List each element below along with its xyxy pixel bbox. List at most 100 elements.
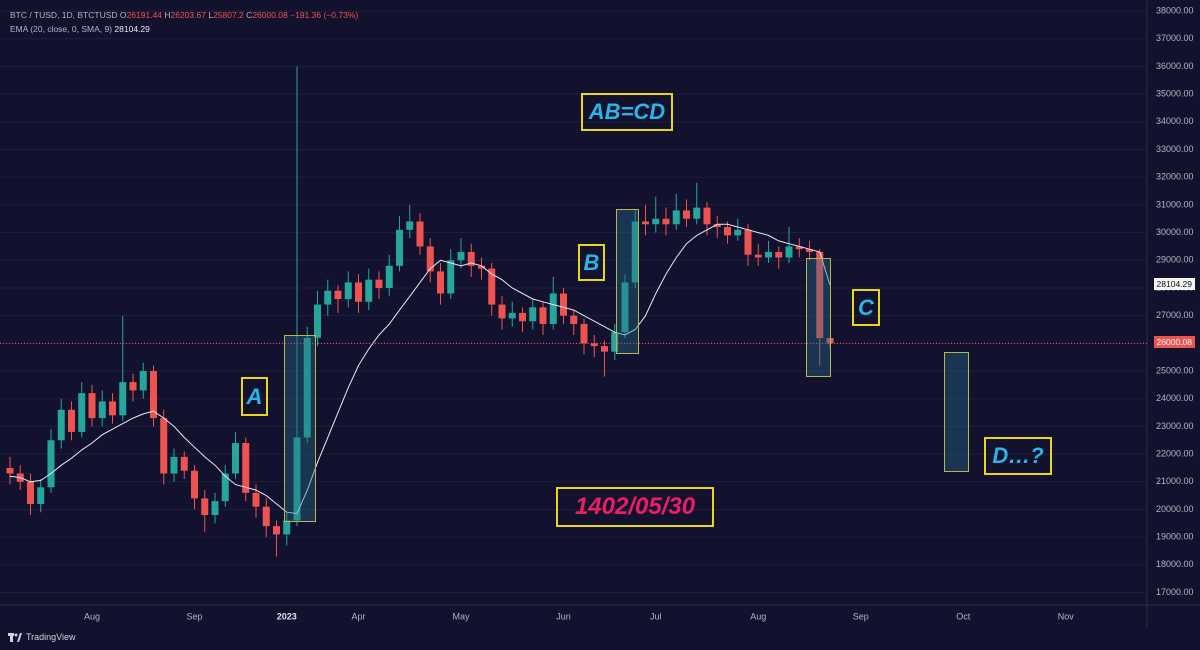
candle-body [795,246,803,250]
candle-body [78,393,86,432]
ohlc-value: 26191.44 [126,10,162,20]
candle-body [283,520,291,535]
ohlc-value: 25807.2 [213,10,244,20]
y-tick-label: 31000.00 [1156,199,1194,209]
price-axis-bg [1147,0,1200,650]
annotation: A [241,377,268,416]
candle-body [129,382,137,391]
symbol: BTC / TUSD, 1D, BTCTUSD [10,10,118,20]
candle-body [549,293,557,324]
ohlc-value: 26000.08 [252,10,288,20]
candle-body [467,251,475,266]
candle-body [273,526,280,535]
candle-body [180,456,188,471]
x-tick-label: May [452,611,470,621]
candle-body [457,251,465,261]
candle-body [47,440,55,488]
candle-body [150,371,157,419]
candle-body [560,293,567,316]
annotation: D…? [984,437,1052,475]
candle-body [652,218,660,225]
candle-body [252,492,260,507]
brand: TradingView [26,632,76,642]
candle-body [221,473,229,502]
candle-body [765,251,772,258]
y-tick-label: 20000.00 [1156,504,1194,514]
candle-body [754,254,762,258]
candle-body [324,290,332,305]
candle-body [683,210,690,219]
candle-body [785,246,793,258]
candle-body [662,218,670,225]
x-tick-label: Sep [186,611,202,621]
candle-body [385,265,393,288]
ohlc-label: H [164,10,171,20]
candle-body [744,229,752,255]
candle-body [211,501,219,516]
annotation: B [578,244,605,281]
ema-value: 28104.29 [114,24,150,34]
ohlc-label: C [246,10,253,20]
range-box [284,335,316,522]
candle-body [98,401,106,419]
ema-line [9,223,831,515]
y-tick-label: 21000.00 [1156,476,1194,486]
candle-body [88,393,96,419]
annotation: C [852,289,880,326]
candle-body [396,229,403,266]
candle-body [68,409,75,432]
candle-body [160,418,168,474]
candle-body [672,210,680,225]
candle-body [724,227,731,236]
candle-body [6,467,14,474]
ohlc-label: L [208,10,214,20]
candle-body [27,481,34,504]
candle-body [57,409,65,441]
candle-body [262,506,270,527]
ema-name: EMA (20, close, 0, SMA, 9) [10,24,113,34]
candle-body [201,498,209,516]
candle-body [426,246,434,272]
x-tick-label: Nov [1058,611,1075,621]
y-tick-label: 38000.00 [1156,5,1194,15]
candle-body [447,260,455,294]
candle-body [488,268,496,305]
y-tick-label: 35000.00 [1156,89,1194,99]
ohlc-label: O [119,10,127,20]
candle-body [37,487,45,504]
candle-body [170,456,178,474]
x-tick-label: Aug [84,611,100,621]
x-tick-label: 2023 [277,611,297,621]
y-tick-label: 24000.00 [1156,393,1194,403]
candle-body [580,323,588,344]
logo [8,632,22,642]
annotation: 1402/05/30 [556,487,714,527]
x-tick-label: Apr [351,611,365,621]
range-box [944,352,969,472]
x-tick-label: Jul [650,611,662,621]
candle-body [191,470,198,499]
candle-body [734,229,742,236]
candle-body [713,224,721,228]
candle-body [375,279,383,288]
candle-body [242,443,250,493]
y-tick-label: 37000.00 [1156,33,1194,43]
candle-body [775,251,783,258]
candle-body [816,251,824,339]
ohlc-value: 26203.67 [170,10,206,20]
y-tick-label: 27000.00 [1156,310,1194,320]
candle-body [314,304,321,338]
candle-body [590,343,598,347]
y-tick-label: 34000.00 [1156,116,1194,126]
range-box [806,258,831,377]
y-tick-label: 22000.00 [1156,448,1194,458]
candle-body [611,332,619,352]
candle-body [416,221,424,247]
x-tick-label: Sep [853,611,869,621]
candle-body [119,382,127,416]
candle-body [355,282,362,302]
candle-body [642,221,649,225]
candle-body [437,271,444,294]
ema-price-tag: 28104.29 [1153,278,1195,291]
